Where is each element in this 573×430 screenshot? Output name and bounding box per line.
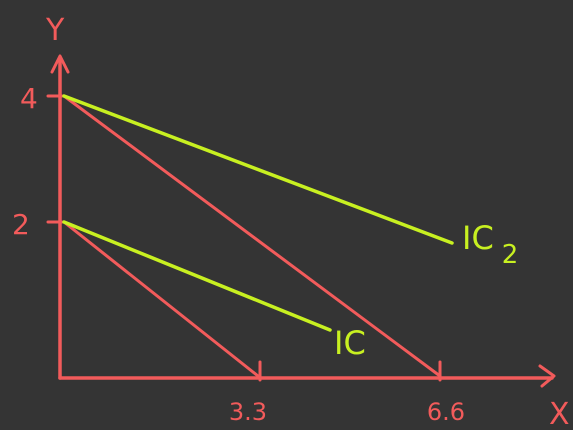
- x-axis-arrowhead: [538, 364, 556, 388]
- x-axis-label: X: [549, 397, 570, 426]
- axes: Y X 4 2 3.3 6.6: [12, 13, 570, 430]
- indifference-curves: IC 2 IC: [62, 94, 518, 362]
- y-tick-label-2: 2: [12, 208, 30, 241]
- budget-line-outer: [62, 94, 442, 378]
- x-tick-label-6-6: 6.6: [427, 398, 465, 426]
- ic2-label-subscript: 2: [502, 240, 519, 270]
- ic2-label-text: IC: [462, 219, 494, 257]
- budget-line-inner: [62, 220, 260, 378]
- ic2-label: IC 2: [462, 219, 518, 270]
- y-tick-label-4: 4: [20, 82, 38, 115]
- ic-label: IC: [334, 324, 366, 362]
- budget-lines: [62, 94, 442, 378]
- ic-line: [62, 220, 332, 332]
- y-axis-label: Y: [45, 13, 65, 48]
- y-axis-arrowhead: [50, 54, 70, 74]
- ic2-line: [62, 94, 454, 245]
- x-tick-label-3-3: 3.3: [229, 398, 267, 426]
